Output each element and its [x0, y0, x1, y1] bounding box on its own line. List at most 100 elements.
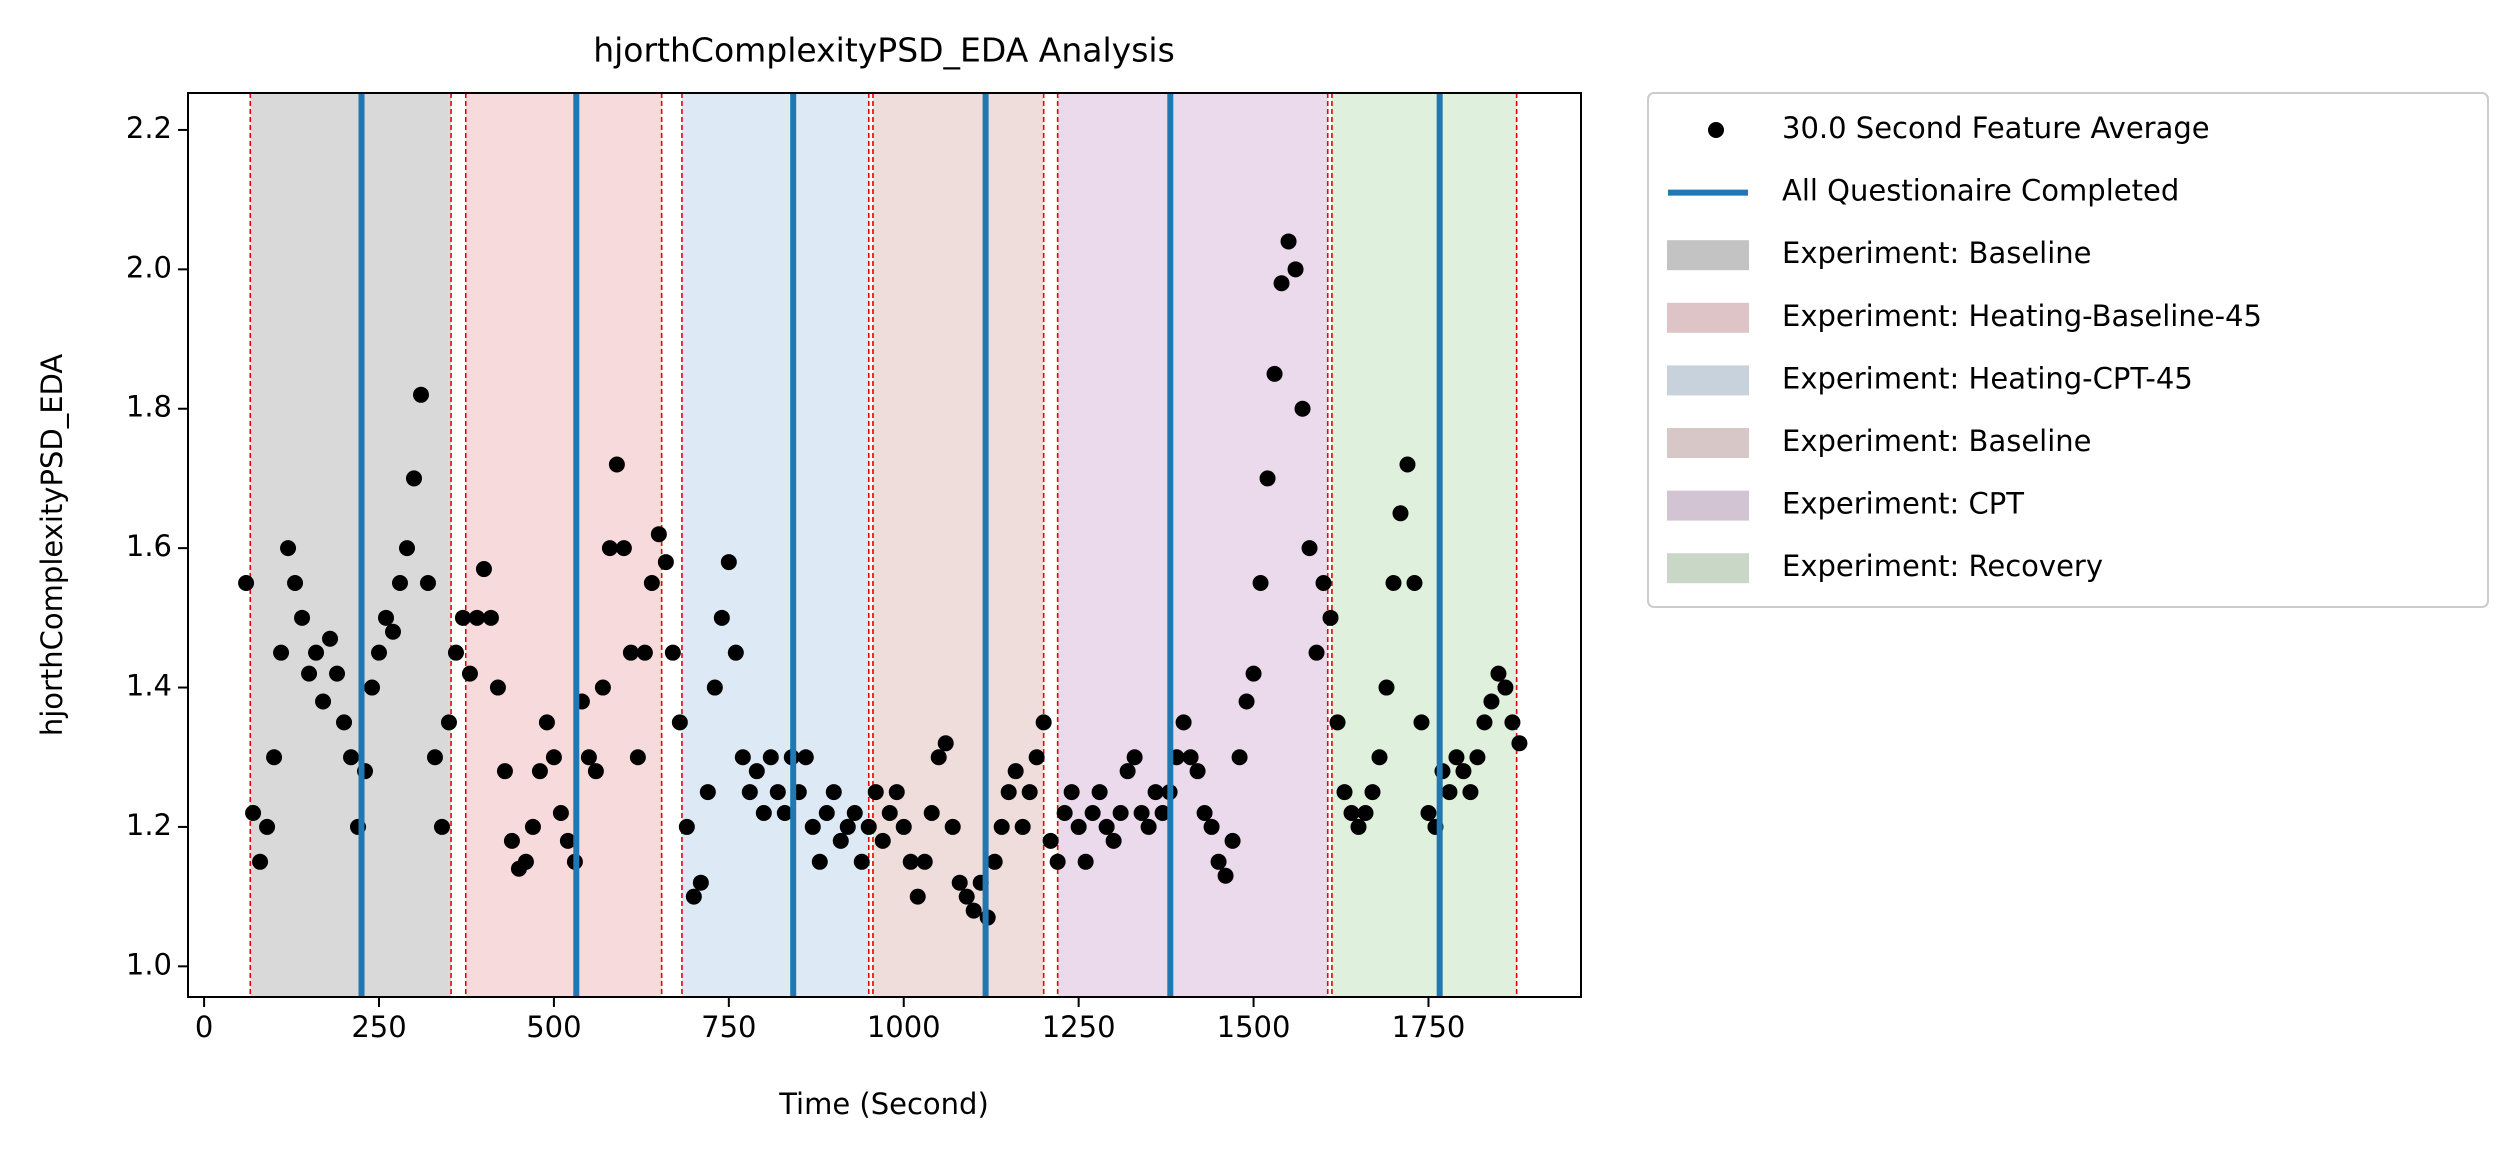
- legend-label: Experiment: Baseline: [1782, 236, 2092, 270]
- data-point: [440, 714, 457, 731]
- data-point: [1315, 574, 1332, 591]
- data-point: [601, 540, 618, 557]
- region: [1057, 93, 1328, 997]
- data-point: [1280, 233, 1297, 250]
- data-point: [1238, 693, 1255, 710]
- data-point: [825, 784, 842, 801]
- data-point: [706, 679, 723, 696]
- data-point: [1147, 784, 1164, 801]
- y-tick-label: 1.8: [126, 390, 172, 424]
- y-tick-label: 1.6: [126, 529, 172, 563]
- data-point: [287, 574, 304, 591]
- legend-swatch: [1667, 490, 1749, 521]
- x-tick-label: 1500: [1217, 1010, 1291, 1044]
- data-point: [308, 644, 325, 661]
- data-point: [1063, 784, 1080, 801]
- data-point: [769, 784, 786, 801]
- data-point: [294, 609, 311, 626]
- data-point: [315, 693, 332, 710]
- data-point: [1126, 749, 1143, 766]
- data-point: [748, 763, 765, 780]
- data-point: [622, 644, 639, 661]
- chart-title: hjorthComplexityPSD_EDA Analysis: [593, 31, 1175, 70]
- data-point: [881, 804, 898, 821]
- data-point: [1392, 505, 1409, 522]
- y-tick-label: 1.2: [126, 808, 172, 842]
- legend-swatch: [1667, 428, 1749, 458]
- data-point: [482, 609, 499, 626]
- data-point: [727, 644, 744, 661]
- data-point: [1259, 470, 1276, 487]
- data-point: [461, 665, 478, 682]
- x-tick-label: 1750: [1392, 1010, 1466, 1044]
- data-point: [930, 749, 947, 766]
- data-point: [391, 574, 408, 591]
- data-point: [671, 714, 688, 731]
- data-point: [322, 630, 339, 647]
- data-point: [252, 853, 269, 870]
- region: [681, 93, 869, 997]
- data-point: [398, 540, 415, 557]
- data-point: [1028, 749, 1045, 766]
- data-point: [468, 609, 485, 626]
- data-point: [713, 609, 730, 626]
- data-point: [1371, 749, 1388, 766]
- data-point: [1343, 804, 1360, 821]
- data-point: [1245, 665, 1262, 682]
- data-point: [1266, 365, 1283, 382]
- data-point: [944, 818, 961, 835]
- data-point: [1483, 693, 1500, 710]
- region: [465, 93, 662, 997]
- data-point: [405, 470, 422, 487]
- data-point: [811, 853, 828, 870]
- data-point: [1098, 818, 1115, 835]
- data-point: [937, 735, 954, 752]
- y-tick-label: 1.4: [126, 669, 172, 703]
- data-point: [664, 644, 681, 661]
- data-point: [1399, 456, 1416, 473]
- data-point: [685, 888, 702, 905]
- x-tick-label: 1000: [867, 1010, 941, 1044]
- data-point: [1000, 784, 1017, 801]
- x-tick-label: 750: [701, 1010, 756, 1044]
- data-point: [1133, 804, 1150, 821]
- data-point: [412, 386, 429, 403]
- legend-swatch: [1667, 365, 1749, 396]
- data-point: [804, 818, 821, 835]
- data-point: [1140, 818, 1157, 835]
- legend: 30.0 Second Feature Average All Questiona…: [1647, 92, 2489, 608]
- data-point: [496, 763, 513, 780]
- data-point: [1441, 784, 1458, 801]
- data-point: [832, 832, 849, 849]
- data-point: [1196, 804, 1213, 821]
- data-point: [489, 679, 506, 696]
- data-point: [1056, 804, 1073, 821]
- data-point: [1294, 400, 1311, 417]
- data-point: [720, 554, 737, 571]
- data-point: [378, 609, 395, 626]
- y-tick-label: 2.2: [126, 111, 172, 145]
- data-point: [531, 763, 548, 780]
- data-point: [776, 804, 793, 821]
- x-tick-label: 1250: [1042, 1010, 1116, 1044]
- data-point: [1154, 804, 1171, 821]
- data-point: [503, 832, 520, 849]
- data-point: [636, 644, 653, 661]
- data-point: [853, 853, 870, 870]
- data-point: [678, 818, 695, 835]
- legend-marker: [1708, 122, 1724, 138]
- data-point: [1273, 275, 1290, 292]
- data-point: [1203, 818, 1220, 835]
- data-point: [629, 749, 646, 766]
- legend-label: All Questionaire Completed: [1782, 174, 2179, 208]
- data-point: [517, 853, 534, 870]
- data-point: [1035, 714, 1052, 731]
- data-point: [1189, 763, 1206, 780]
- data-point: [1490, 665, 1507, 682]
- data-point: [245, 804, 262, 821]
- data-point: [329, 665, 346, 682]
- data-point: [433, 818, 450, 835]
- data-point: [923, 804, 940, 821]
- y-tick-label: 2.0: [126, 250, 172, 284]
